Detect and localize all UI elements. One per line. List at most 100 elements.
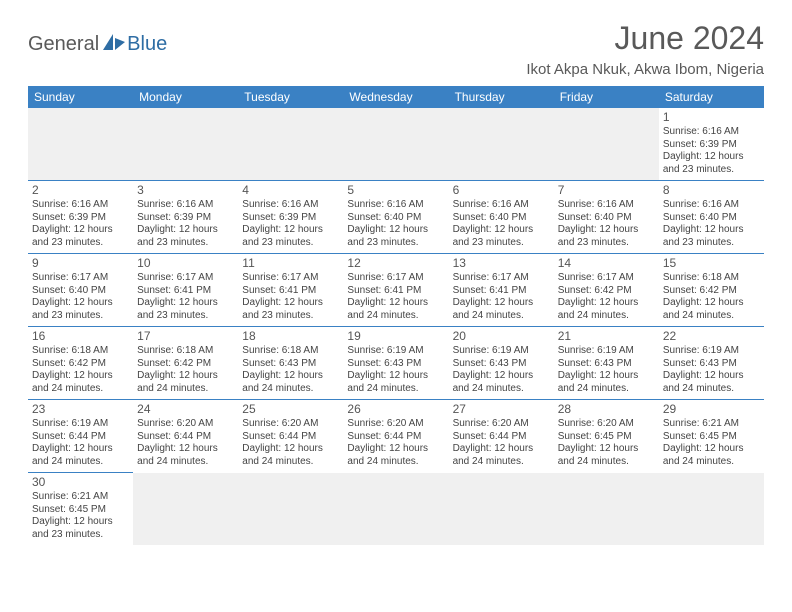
- sunrise-text: Sunrise: 6:16 AM: [137, 199, 234, 212]
- daylight1-text: Daylight: 12 hours: [347, 370, 444, 383]
- sunset-text: Sunset: 6:43 PM: [453, 358, 550, 371]
- sunset-text: Sunset: 6:43 PM: [347, 358, 444, 371]
- sunrise-text: Sunrise: 6:21 AM: [32, 491, 129, 504]
- day-number: 24: [137, 402, 234, 417]
- day-number: 30: [32, 475, 129, 490]
- day-cell: 22Sunrise: 6:19 AMSunset: 6:43 PMDayligh…: [659, 327, 764, 400]
- day-cell: 1Sunrise: 6:16 AMSunset: 6:39 PMDaylight…: [659, 108, 764, 181]
- daylight2-text: and 24 minutes.: [453, 383, 550, 396]
- day-cell: 23Sunrise: 6:19 AMSunset: 6:44 PMDayligh…: [28, 400, 133, 473]
- day-number: 26: [347, 402, 444, 417]
- day-header-saturday: Saturday: [659, 86, 764, 108]
- sunrise-text: Sunrise: 6:19 AM: [347, 345, 444, 358]
- day-number: 22: [663, 329, 760, 344]
- daylight2-text: and 24 minutes.: [347, 383, 444, 396]
- day-cell: 11Sunrise: 6:17 AMSunset: 6:41 PMDayligh…: [238, 254, 343, 327]
- day-cell: 13Sunrise: 6:17 AMSunset: 6:41 PMDayligh…: [449, 254, 554, 327]
- daylight2-text: and 24 minutes.: [242, 456, 339, 469]
- day-cell: 10Sunrise: 6:17 AMSunset: 6:41 PMDayligh…: [133, 254, 238, 327]
- empty-cell: [343, 108, 448, 181]
- daylight1-text: Daylight: 12 hours: [32, 370, 129, 383]
- logo-text-blue: Blue: [127, 33, 167, 56]
- day-number: 18: [242, 329, 339, 344]
- sunset-text: Sunset: 6:42 PM: [137, 358, 234, 371]
- daylight2-text: and 24 minutes.: [32, 456, 129, 469]
- day-cell: 8Sunrise: 6:16 AMSunset: 6:40 PMDaylight…: [659, 181, 764, 254]
- day-number: 12: [347, 256, 444, 271]
- sunrise-text: Sunrise: 6:19 AM: [453, 345, 550, 358]
- calendar-body: 1Sunrise: 6:16 AMSunset: 6:39 PMDaylight…: [28, 108, 764, 545]
- daylight1-text: Daylight: 12 hours: [453, 224, 550, 237]
- daylight1-text: Daylight: 12 hours: [663, 443, 760, 456]
- sunset-text: Sunset: 6:42 PM: [558, 285, 655, 298]
- sunrise-text: Sunrise: 6:17 AM: [453, 272, 550, 285]
- daylight1-text: Daylight: 12 hours: [242, 443, 339, 456]
- empty-cell: [554, 473, 659, 546]
- day-cell: 9Sunrise: 6:17 AMSunset: 6:40 PMDaylight…: [28, 254, 133, 327]
- sunrise-text: Sunrise: 6:17 AM: [137, 272, 234, 285]
- day-number: 16: [32, 329, 129, 344]
- daylight1-text: Daylight: 12 hours: [347, 297, 444, 310]
- daylight2-text: and 24 minutes.: [663, 383, 760, 396]
- daylight1-text: Daylight: 12 hours: [558, 370, 655, 383]
- sunset-text: Sunset: 6:41 PM: [242, 285, 339, 298]
- day-number: 17: [137, 329, 234, 344]
- day-header-row: SundayMondayTuesdayWednesdayThursdayFrid…: [28, 86, 764, 108]
- daylight2-text: and 23 minutes.: [242, 310, 339, 323]
- week-row: 1Sunrise: 6:16 AMSunset: 6:39 PMDaylight…: [28, 108, 764, 181]
- daylight1-text: Daylight: 12 hours: [242, 224, 339, 237]
- title-block: June 2024 Ikot Akpa Nkuk, Akwa Ibom, Nig…: [526, 20, 764, 78]
- daylight1-text: Daylight: 12 hours: [137, 297, 234, 310]
- daylight1-text: Daylight: 12 hours: [453, 443, 550, 456]
- day-cell: 18Sunrise: 6:18 AMSunset: 6:43 PMDayligh…: [238, 327, 343, 400]
- daylight2-text: and 24 minutes.: [663, 310, 760, 323]
- calendar-table: SundayMondayTuesdayWednesdayThursdayFrid…: [28, 86, 764, 545]
- day-cell: 27Sunrise: 6:20 AMSunset: 6:44 PMDayligh…: [449, 400, 554, 473]
- day-cell: 28Sunrise: 6:20 AMSunset: 6:45 PMDayligh…: [554, 400, 659, 473]
- sunrise-text: Sunrise: 6:16 AM: [453, 199, 550, 212]
- day-cell: 29Sunrise: 6:21 AMSunset: 6:45 PMDayligh…: [659, 400, 764, 473]
- day-cell: 21Sunrise: 6:19 AMSunset: 6:43 PMDayligh…: [554, 327, 659, 400]
- daylight1-text: Daylight: 12 hours: [558, 443, 655, 456]
- sunrise-text: Sunrise: 6:16 AM: [663, 126, 760, 139]
- daylight2-text: and 24 minutes.: [453, 310, 550, 323]
- day-cell: 26Sunrise: 6:20 AMSunset: 6:44 PMDayligh…: [343, 400, 448, 473]
- sunset-text: Sunset: 6:44 PM: [32, 431, 129, 444]
- daylight1-text: Daylight: 12 hours: [663, 224, 760, 237]
- sunrise-text: Sunrise: 6:21 AM: [663, 418, 760, 431]
- day-number: 28: [558, 402, 655, 417]
- day-cell: 15Sunrise: 6:18 AMSunset: 6:42 PMDayligh…: [659, 254, 764, 327]
- day-cell: 3Sunrise: 6:16 AMSunset: 6:39 PMDaylight…: [133, 181, 238, 254]
- sunset-text: Sunset: 6:42 PM: [32, 358, 129, 371]
- sunrise-text: Sunrise: 6:20 AM: [347, 418, 444, 431]
- daylight1-text: Daylight: 12 hours: [558, 224, 655, 237]
- daylight2-text: and 23 minutes.: [32, 310, 129, 323]
- daylight2-text: and 23 minutes.: [347, 237, 444, 250]
- day-number: 2: [32, 183, 129, 198]
- day-cell: 5Sunrise: 6:16 AMSunset: 6:40 PMDaylight…: [343, 181, 448, 254]
- daylight2-text: and 24 minutes.: [558, 383, 655, 396]
- daylight2-text: and 23 minutes.: [32, 237, 129, 250]
- daylight2-text: and 24 minutes.: [242, 383, 339, 396]
- week-row: 23Sunrise: 6:19 AMSunset: 6:44 PMDayligh…: [28, 400, 764, 473]
- sunset-text: Sunset: 6:45 PM: [32, 504, 129, 517]
- day-number: 6: [453, 183, 550, 198]
- daylight1-text: Daylight: 12 hours: [32, 443, 129, 456]
- daylight1-text: Daylight: 12 hours: [137, 443, 234, 456]
- daylight1-text: Daylight: 12 hours: [347, 443, 444, 456]
- day-number: 7: [558, 183, 655, 198]
- day-number: 20: [453, 329, 550, 344]
- header: General Blue June 2024 Ikot Akpa Nkuk, A…: [28, 20, 764, 78]
- daylight2-text: and 24 minutes.: [347, 456, 444, 469]
- day-cell: 19Sunrise: 6:19 AMSunset: 6:43 PMDayligh…: [343, 327, 448, 400]
- empty-cell: [554, 108, 659, 181]
- sunset-text: Sunset: 6:40 PM: [558, 212, 655, 225]
- daylight2-text: and 24 minutes.: [558, 310, 655, 323]
- sunset-text: Sunset: 6:44 PM: [242, 431, 339, 444]
- daylight2-text: and 24 minutes.: [347, 310, 444, 323]
- sunset-text: Sunset: 6:39 PM: [32, 212, 129, 225]
- empty-cell: [343, 473, 448, 546]
- day-cell: 16Sunrise: 6:18 AMSunset: 6:42 PMDayligh…: [28, 327, 133, 400]
- day-header-monday: Monday: [133, 86, 238, 108]
- daylight2-text: and 24 minutes.: [137, 456, 234, 469]
